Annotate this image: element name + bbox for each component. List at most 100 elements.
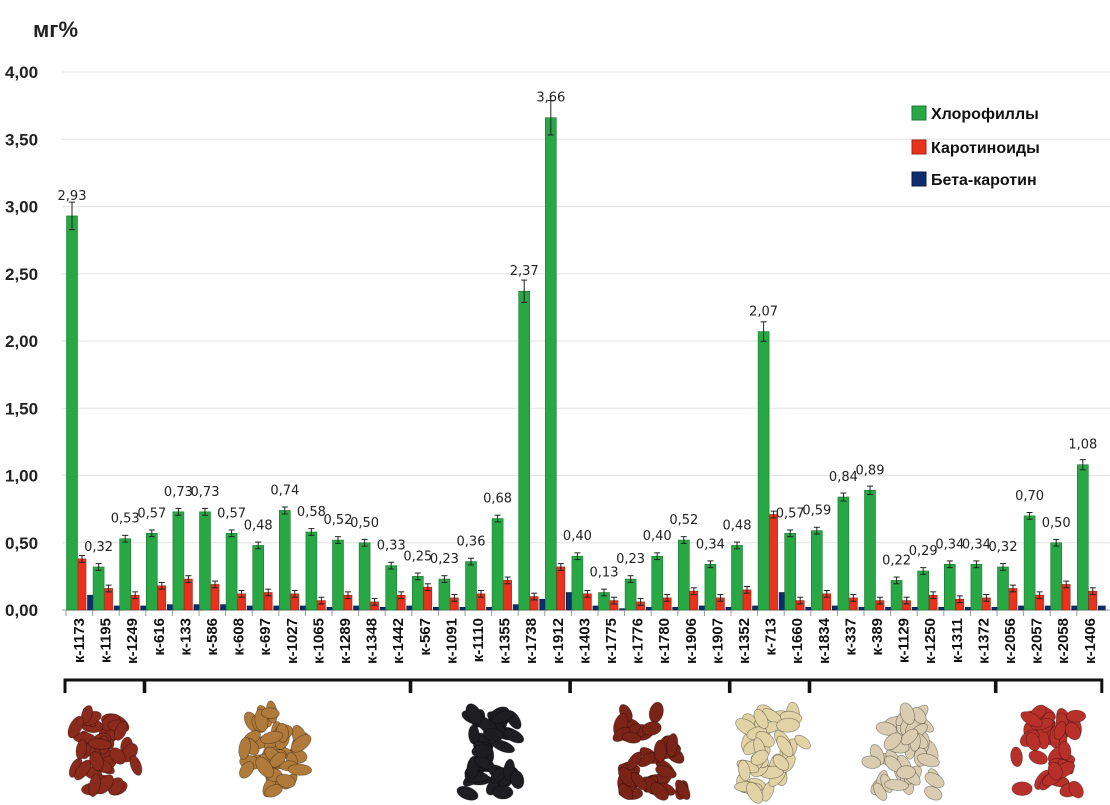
seed bbox=[641, 721, 662, 736]
seed bbox=[239, 761, 255, 779]
bar-chlorophyll bbox=[784, 533, 797, 611]
x-tick-label: к-1250 bbox=[922, 618, 939, 664]
data-label: 0,58 bbox=[297, 505, 326, 520]
data-label: 2,07 bbox=[749, 305, 778, 320]
data-label: 0,73 bbox=[164, 485, 193, 500]
x-tick-label: к-2058 bbox=[1055, 618, 1072, 664]
seed bbox=[883, 732, 903, 751]
x-tick-label: к-1738 bbox=[523, 618, 540, 664]
bar-chlorophyll bbox=[225, 533, 238, 611]
seed bbox=[617, 783, 634, 801]
x-tick-label: к-389 bbox=[869, 618, 886, 656]
bar-carotenoids bbox=[184, 578, 193, 611]
seed bbox=[264, 784, 283, 798]
seed bbox=[275, 773, 296, 789]
seed-image bbox=[734, 701, 811, 804]
x-tick-label: к-1776 bbox=[630, 618, 647, 664]
bar-chlorophyll bbox=[465, 561, 477, 611]
legend-label-carotenoids: Каротиноиды bbox=[931, 140, 1040, 157]
bar-chlorophyll bbox=[757, 331, 770, 611]
data-label: 0,13 bbox=[590, 566, 619, 581]
seed bbox=[490, 710, 514, 724]
seed bbox=[653, 739, 667, 763]
x-tick-label: к-713 bbox=[763, 618, 780, 656]
group-bracket bbox=[409, 678, 572, 693]
data-label: 0,23 bbox=[616, 552, 645, 567]
seed bbox=[776, 735, 794, 758]
seed-image bbox=[238, 700, 313, 798]
seed bbox=[621, 731, 642, 744]
bar-chlorophyll bbox=[119, 538, 131, 611]
seed bbox=[618, 767, 637, 788]
seed bbox=[129, 755, 143, 776]
data-label: 0,40 bbox=[563, 529, 592, 544]
seed bbox=[287, 763, 313, 776]
x-tick-label: к-337 bbox=[842, 618, 859, 656]
seed bbox=[899, 702, 916, 725]
seed bbox=[916, 753, 940, 768]
bar-chlorophyll bbox=[252, 545, 264, 611]
seed bbox=[626, 751, 643, 771]
seed-image bbox=[1010, 704, 1087, 799]
data-label: 0,74 bbox=[270, 483, 299, 498]
bar-chlorophyll bbox=[1077, 464, 1089, 611]
data-label: 2,37 bbox=[510, 264, 539, 279]
seed bbox=[1047, 761, 1063, 781]
seed bbox=[492, 785, 514, 800]
data-label: 0,32 bbox=[989, 540, 1018, 555]
x-tick-label: к-1311 bbox=[949, 618, 966, 663]
data-label: 0,40 bbox=[643, 529, 672, 544]
seed bbox=[113, 720, 128, 741]
bar-chlorophyll bbox=[970, 563, 983, 611]
bar-chlorophyll bbox=[677, 539, 690, 611]
seed bbox=[290, 734, 312, 753]
seed bbox=[1020, 711, 1043, 728]
legend-label-chlorophyll: Хлорофиллы bbox=[931, 106, 1039, 123]
data-label: 0,22 bbox=[882, 553, 911, 568]
x-tick-label: к-586 bbox=[204, 618, 221, 656]
x-tick-label: к-1660 bbox=[789, 618, 806, 664]
unit-label: мг% bbox=[33, 17, 78, 42]
data-label: 0,50 bbox=[1042, 516, 1071, 531]
seed bbox=[510, 769, 525, 790]
bar-carotenoids bbox=[556, 566, 566, 611]
bar-chlorophyll bbox=[305, 531, 318, 611]
x-tick-label: к-697 bbox=[257, 618, 274, 656]
seed bbox=[1010, 746, 1023, 768]
bar-chlorophyll bbox=[491, 518, 504, 611]
bar-chlorophyll bbox=[571, 555, 584, 611]
data-label: 0,53 bbox=[111, 512, 140, 527]
bar-chlorophyll bbox=[385, 565, 398, 611]
y-tick-label: 3,50 bbox=[5, 130, 38, 149]
bar-chlorophyll bbox=[917, 570, 930, 611]
bar-chlorophyll bbox=[332, 539, 344, 611]
group-bracket bbox=[994, 678, 1104, 693]
legend-swatch-carotenoids bbox=[911, 139, 927, 155]
group-bracket bbox=[568, 678, 731, 693]
data-label: 0,57 bbox=[217, 506, 246, 521]
x-tick-label: к-1907 bbox=[709, 618, 726, 664]
y-tick-label: 3,00 bbox=[5, 198, 38, 217]
data-label: 0,70 bbox=[1015, 489, 1044, 504]
seed bbox=[1064, 722, 1081, 741]
seed bbox=[884, 779, 909, 791]
bar-chlorophyll bbox=[544, 117, 557, 611]
x-tick-label: к-133 bbox=[177, 618, 194, 656]
data-label: 0,50 bbox=[350, 516, 379, 531]
seed bbox=[924, 785, 943, 801]
bar-carotenoids bbox=[77, 558, 87, 611]
data-label: 3,66 bbox=[536, 91, 565, 106]
data-label: 0,33 bbox=[377, 539, 406, 554]
seed bbox=[753, 708, 769, 730]
x-tick-label: к-1906 bbox=[683, 618, 700, 664]
seed bbox=[67, 715, 84, 739]
bar-chlorophyll bbox=[92, 566, 105, 611]
data-label: 0,36 bbox=[457, 535, 486, 550]
x-tick-label: к-1912 bbox=[550, 618, 567, 664]
seed bbox=[1025, 731, 1041, 752]
data-label: 0,84 bbox=[829, 470, 858, 485]
y-tick-label: 2,00 bbox=[5, 332, 38, 351]
data-label: 1,08 bbox=[1068, 438, 1097, 453]
x-tick-label: к-2056 bbox=[1002, 618, 1019, 664]
x-tick-label: к-1289 bbox=[337, 618, 354, 664]
